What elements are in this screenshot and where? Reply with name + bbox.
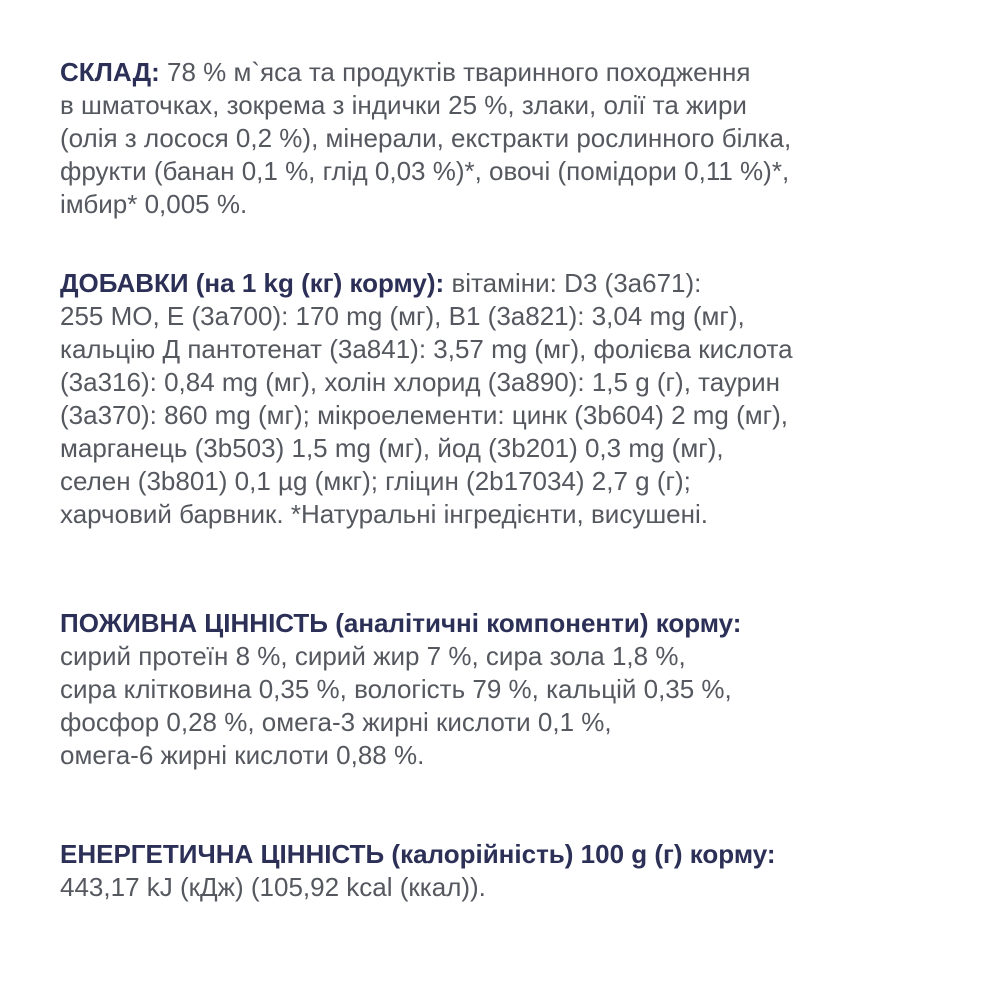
- composition-line: імбир* 0,005 %.: [60, 189, 248, 219]
- additives-section: ДОБАВКИ (на 1 kg (кг) корму): вітаміни: …: [60, 267, 793, 531]
- nutrition-heading: ПОЖИВНА ЦІННІСТЬ (аналітичні компоненти)…: [60, 608, 742, 638]
- energy-line: 443,17 kJ (кДж) (105,92 kcal (ккал)).: [60, 872, 486, 902]
- composition-section: СКЛАД: 78 % м`яса та продуктів тваринног…: [60, 56, 791, 221]
- energy-section: ЕНЕРГЕТИЧНА ЦІННІСТЬ (калорійність) 100 …: [60, 838, 776, 904]
- additives-heading: ДОБАВКИ (на 1 kg (кг) корму):: [60, 268, 445, 298]
- nutrition-line: фосфор 0,28 %, омега-3 жирні кислоти 0,1…: [60, 707, 612, 737]
- additives-text: вітаміни: D3 (3а671):: [444, 268, 702, 298]
- nutrition-section: ПОЖИВНА ЦІННІСТЬ (аналітичні компоненти)…: [60, 607, 741, 772]
- composition-text: 78 % м`яса та продуктів тваринного поход…: [159, 57, 751, 87]
- nutrition-line: сира клітковина 0,35 %, вологість 79 %, …: [60, 674, 732, 704]
- additives-line: марганець (3b503) 1,5 mg (мг), йод (3b20…: [60, 433, 724, 463]
- composition-line: (олія з лосося 0,2 %), мінерали, екстрак…: [60, 123, 792, 153]
- additives-line: 255 МО, E (3a700): 170 mg (мг), B1 (3a82…: [60, 301, 745, 331]
- composition-heading: СКЛАД:: [60, 57, 160, 87]
- additives-line: (3a370): 860 mg (мг); мікроелементи: цин…: [60, 400, 789, 430]
- composition-line: в шматочках, зокрема з індички 25 %, зла…: [60, 90, 747, 120]
- energy-heading: ЕНЕРГЕТИЧНА ЦІННІСТЬ (калорійність) 100 …: [60, 839, 776, 869]
- additives-line: кальцію Д пантотенат (3a841): 3,57 mg (м…: [60, 334, 793, 364]
- composition-line: фрукти (банан 0,1 %, глід 0,03 %)*, овоч…: [60, 156, 790, 186]
- nutrition-line: омега-6 жирні кислоти 0,88 %.: [60, 740, 425, 770]
- additives-line: селен (3b801) 0,1 µg (мкг); гліцин (2b17…: [60, 466, 691, 496]
- nutrition-line: сирий протеїн 8 %, сирий жир 7 %, сира з…: [60, 641, 686, 671]
- additives-line: (3a316): 0,84 mg (мг), холін хлорид (3a8…: [60, 367, 780, 397]
- additives-line: харчовий барвник. *Натуральні інгредієнт…: [60, 499, 708, 529]
